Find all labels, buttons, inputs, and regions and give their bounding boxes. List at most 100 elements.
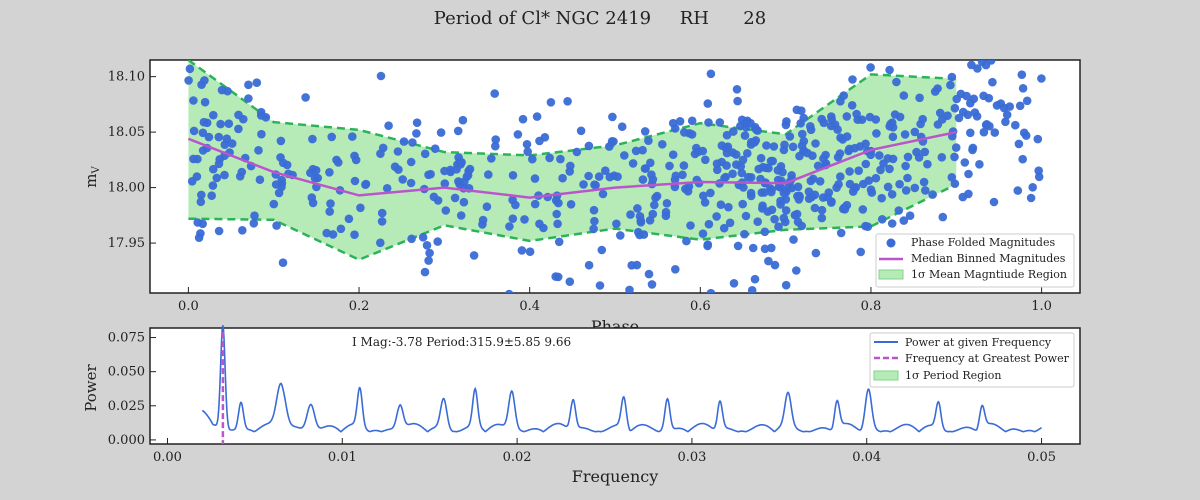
phase-point	[579, 180, 588, 189]
phase-point	[901, 186, 911, 195]
phase-point	[224, 119, 234, 128]
phase-point	[334, 158, 343, 167]
phase-point	[808, 174, 818, 184]
phase-point	[539, 223, 548, 233]
phase-point	[732, 160, 741, 169]
phase-point	[877, 193, 886, 203]
phase-point	[1022, 96, 1032, 106]
phase-point	[344, 214, 354, 224]
phase-point	[212, 173, 222, 183]
phase-point	[491, 135, 501, 144]
phase-point	[348, 132, 357, 141]
phase-point	[972, 112, 982, 121]
phase-point	[921, 186, 930, 195]
phase-point	[652, 191, 662, 201]
phase-point	[686, 221, 695, 230]
phase-point	[216, 119, 225, 129]
phase-point	[462, 172, 472, 182]
phase-point	[425, 248, 434, 258]
y-tick-label: 18.10	[108, 70, 145, 85]
phase-point	[894, 206, 904, 215]
phase-point	[441, 206, 451, 215]
phase-point	[436, 128, 446, 137]
phase-point	[748, 243, 758, 253]
phase-point	[187, 177, 197, 186]
phase-point	[207, 191, 216, 200]
x-tick-label: 0.03	[677, 450, 706, 465]
phase-point	[566, 200, 576, 209]
phase-point	[943, 111, 952, 120]
phase-point	[958, 107, 968, 117]
phase-point	[977, 60, 987, 67]
phase-point	[914, 153, 924, 162]
phase-point	[193, 218, 202, 227]
phase-point	[558, 173, 567, 183]
phase-point	[491, 141, 500, 151]
phase-point	[1018, 84, 1028, 93]
phase-point	[856, 247, 865, 257]
phase-point	[968, 145, 977, 155]
phase-point	[378, 143, 388, 153]
phase-point	[815, 177, 825, 186]
phase-point	[424, 256, 433, 265]
phase-point	[947, 173, 957, 182]
phase-point	[634, 227, 643, 237]
phase-point	[406, 178, 416, 188]
phase-point	[214, 159, 224, 169]
phase-point	[194, 233, 204, 242]
phase-point	[518, 114, 528, 124]
phase-point	[867, 188, 877, 197]
phase-point	[848, 75, 857, 84]
phase-point	[962, 91, 971, 101]
phase-point	[1026, 193, 1036, 203]
phase-point	[234, 110, 243, 120]
phase-point	[661, 207, 671, 217]
phase-point	[276, 153, 285, 162]
phase-point	[1034, 166, 1043, 175]
phase-point	[729, 127, 738, 136]
phase-point	[1037, 74, 1046, 83]
phase-point	[528, 154, 537, 164]
phase-point	[835, 149, 845, 158]
phase-point	[426, 169, 435, 179]
phase-point	[455, 157, 465, 166]
phase-point	[249, 219, 259, 228]
phase-point	[810, 203, 820, 213]
phase-point	[716, 200, 726, 209]
phase-point	[628, 159, 638, 168]
phase-point	[418, 233, 428, 242]
phase-point	[905, 211, 915, 220]
phase-point	[679, 161, 689, 170]
phase-point	[508, 171, 518, 180]
phase-point	[530, 199, 540, 209]
x-tick-label: 0.02	[503, 450, 532, 465]
phase-point	[399, 137, 409, 146]
phase-point	[325, 207, 335, 216]
phase-point	[1017, 70, 1027, 79]
phase-point	[960, 158, 970, 167]
phase-point	[966, 98, 975, 108]
phase-point	[565, 277, 575, 287]
phase-point	[687, 116, 697, 126]
phase-point	[1002, 110, 1012, 120]
phase-point	[620, 151, 629, 160]
phase-point	[1001, 117, 1010, 127]
median-binned-line	[187, 130, 957, 199]
phase-point	[950, 103, 960, 113]
phase-point	[830, 120, 840, 129]
phase-point	[731, 150, 741, 159]
phase-point	[572, 147, 582, 157]
phase-point	[895, 179, 904, 189]
phase-point	[972, 41, 981, 50]
phase-point	[951, 143, 961, 152]
phase-point	[918, 114, 927, 124]
phase-point	[565, 167, 574, 176]
phase-point	[845, 144, 854, 154]
phase-point	[422, 241, 432, 250]
phase-point	[811, 248, 821, 258]
phase-point	[838, 204, 848, 214]
phase-point	[706, 288, 716, 293]
phase-point	[272, 221, 281, 230]
phase-point	[769, 142, 779, 151]
phase-point	[646, 158, 655, 168]
